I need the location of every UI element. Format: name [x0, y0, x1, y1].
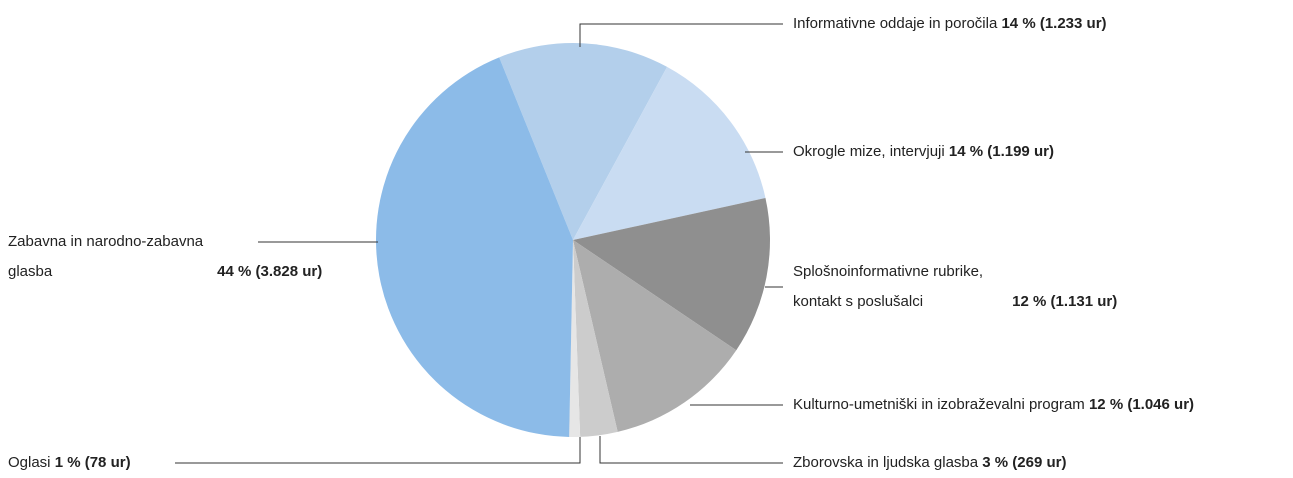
leader-line [175, 437, 581, 464]
slice-label: Splošnoinformativne rubrike, kontakt s p… [793, 257, 1117, 317]
category-name: Splošnoinformativne rubrike, kontakt s p… [793, 263, 984, 310]
category-name: Kulturno-umetniški in izobraževalni prog… [793, 396, 1085, 413]
leader-line [579, 23, 783, 47]
value-label: 14 % (1.233 ur) [1001, 15, 1107, 32]
category-name: Informativne oddaje in poročila [793, 15, 998, 32]
pie-slice [375, 57, 573, 437]
slice-label: Zabavna in narodno-zabavna glasba 44 % (… [8, 227, 322, 287]
pie-slice [569, 240, 581, 437]
pie-slice [573, 66, 766, 240]
slice-label: Okrogle mize, intervjuji 14 % (1.199 ur) [793, 137, 1054, 167]
value-label: 3 % (269 ur) [982, 454, 1067, 471]
category-name: Zabavna in narodno-zabavna glasba [8, 233, 204, 280]
slice-label: Informativne oddaje in poročila 14 % (1.… [793, 9, 1107, 39]
slice-label: Oglasi 1 % (78 ur) [8, 448, 131, 478]
leader-line [599, 436, 783, 464]
value-label: 12 % (1.131 ur) [1012, 293, 1118, 310]
slice-label: Zborovska in ljudska glasba 3 % (269 ur) [793, 448, 1066, 478]
pie-slice [573, 240, 737, 432]
pie-slice [499, 43, 668, 241]
category-name: Okrogle mize, intervjuji [793, 143, 945, 160]
pie-slice [573, 240, 618, 437]
value-label: 12 % (1.046 ur) [1088, 396, 1195, 413]
value-label: 1 % (78 ur) [54, 454, 131, 471]
category-name: Zborovska in ljudska glasba [793, 454, 979, 471]
slice-label: Kulturno-umetniški in izobraževalni prog… [793, 390, 1194, 420]
value-label: 14 % (1.199 ur) [948, 143, 1054, 160]
value-label: 44 % (3.828 ur) [217, 263, 323, 280]
pie-slice [573, 197, 770, 351]
category-name: Oglasi [8, 454, 51, 471]
